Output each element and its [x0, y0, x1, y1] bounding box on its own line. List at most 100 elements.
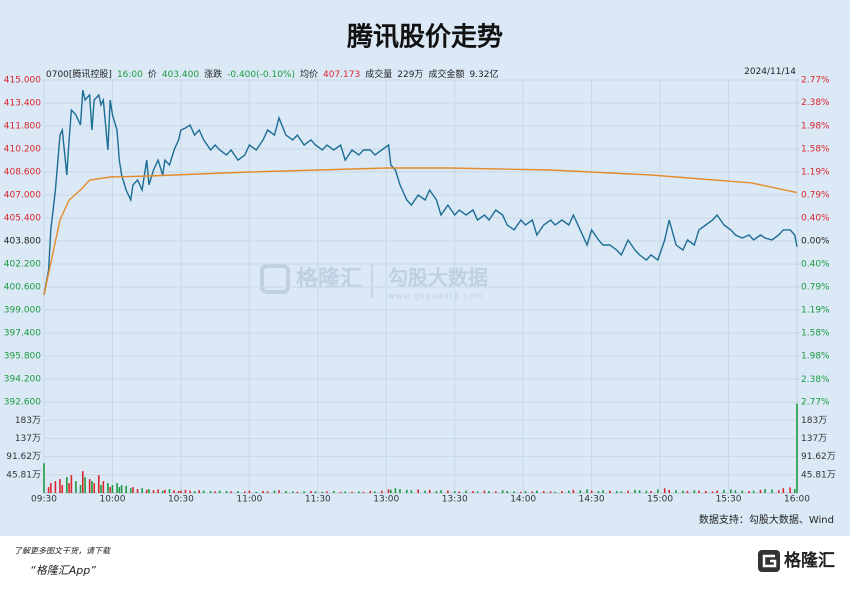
volume-bar	[374, 491, 376, 493]
volume-bar	[447, 490, 449, 493]
chart-title: 腾讯股价走势	[347, 23, 503, 53]
y-tick-label: 408.600	[4, 168, 41, 178]
y2-tick-label: 2.77%	[801, 76, 830, 86]
volume-bar	[734, 490, 737, 493]
y-tick-label: 392.600	[4, 398, 41, 408]
info-label: 成交金额	[428, 70, 465, 80]
volume-bar	[164, 489, 166, 493]
volume-bar	[424, 490, 426, 493]
volume-bar	[506, 491, 509, 493]
x-tick-label: 10:30	[168, 495, 194, 505]
volume-bar	[609, 490, 611, 493]
volume-tick-label: 183万	[15, 416, 41, 426]
y2-tick-label: 0.40%	[801, 260, 830, 270]
volume-bar	[152, 490, 155, 493]
volume-bar	[752, 490, 755, 493]
volume-bar	[698, 490, 700, 493]
volume-bar	[107, 483, 109, 493]
y2-tick-label: 0.00%	[801, 237, 830, 247]
info-label: 涨跌	[204, 70, 223, 80]
info-label: 价	[147, 70, 157, 80]
volume-bar	[488, 491, 490, 493]
volume-bar	[262, 491, 264, 493]
volume-bar	[650, 491, 652, 493]
info-value: 229万	[397, 70, 424, 80]
volume-bar	[202, 490, 205, 493]
volume-bar	[61, 485, 64, 493]
y-tick-label: 394.200	[4, 375, 41, 385]
volume-bar	[303, 491, 305, 493]
volume-bar	[111, 485, 114, 493]
x-tick-label: 11:00	[236, 495, 262, 505]
x-tick-label: 13:30	[442, 495, 468, 505]
y2-tick-label: 0.79%	[801, 282, 830, 292]
footer	[0, 536, 850, 591]
volume-bar	[435, 491, 438, 493]
volume-bar	[554, 491, 556, 493]
volume-bar	[771, 489, 773, 493]
y-tick-label: 399.000	[4, 306, 41, 316]
volume-bar	[602, 490, 604, 493]
x-tick-label: 16:00	[784, 495, 810, 505]
x-tick-label: 15:30	[716, 495, 742, 505]
volume-bar	[177, 491, 180, 493]
price-line	[43, 89, 798, 296]
volume-bar	[141, 488, 143, 493]
footer-app: “格隆汇App”	[30, 564, 96, 577]
y-tick-label: 415.000	[4, 76, 41, 86]
info-value: -0.400(-0.10%)	[227, 70, 295, 80]
volume-bar	[339, 491, 342, 493]
volume-bar	[380, 490, 383, 493]
volume-bar	[483, 490, 486, 493]
volume-bar	[54, 481, 57, 493]
info-code: 0700[腾讯控股]	[46, 70, 112, 80]
volume-bar	[568, 490, 570, 493]
footer-logo-glyph	[762, 554, 777, 568]
volume-bar	[620, 491, 623, 493]
volume-bar	[93, 483, 95, 493]
volume-bar	[586, 489, 588, 493]
volume-bar	[465, 490, 467, 493]
volume-bar	[453, 491, 456, 493]
volume-bar	[225, 491, 228, 493]
y-tick-label: 402.200	[4, 260, 41, 270]
info-date: 2024/11/14	[744, 67, 796, 77]
volume-bar	[173, 490, 175, 493]
watermark: 格隆汇 勾股大数据 www.gogudata.com	[260, 264, 488, 301]
volume-bar	[125, 485, 127, 493]
volume-bar	[214, 491, 216, 493]
volume-bar	[168, 489, 171, 493]
volume-bar	[75, 481, 77, 493]
volume-bar	[291, 491, 294, 493]
y2-tick-label: 1.58%	[801, 145, 830, 155]
volume-bar	[180, 490, 182, 493]
volume-bar	[531, 491, 534, 493]
volume-bar	[344, 491, 346, 493]
volume-bar	[428, 489, 431, 493]
y-tick-label: 405.400	[4, 214, 41, 224]
y2-tick-label: 2.38%	[801, 98, 830, 108]
volume-tick-label: 137万	[15, 434, 41, 444]
volume-bar	[68, 483, 70, 493]
source: 数据支持：勾股大数据、Wind	[699, 513, 834, 526]
x-tick-label: 15:00	[647, 495, 673, 505]
volume-bar	[109, 487, 111, 493]
info-bar: 0700[腾讯控股] 16:00 价 403.400 涨跌 -0.400(-0.10%) 均…	[46, 67, 504, 80]
price-line	[43, 167, 798, 296]
x-tick-label: 11:30	[305, 495, 331, 505]
watermark-url: www.gogudata.com	[388, 292, 483, 301]
volume-bar	[638, 490, 641, 493]
volume-bar	[390, 489, 392, 493]
volume-bar	[136, 489, 139, 493]
y-tick-label: 395.800	[4, 352, 41, 362]
x-tick-label: 13:00	[373, 495, 399, 505]
info-label: 成交量	[365, 70, 393, 80]
volume-bar	[663, 488, 666, 493]
y2-tick-label: 0.40%	[801, 213, 830, 223]
volume-bar	[314, 491, 317, 493]
volume-bar	[399, 489, 401, 493]
info-value: 403.400	[161, 70, 200, 80]
volume-bar	[472, 491, 474, 493]
volume-bar	[536, 490, 538, 493]
